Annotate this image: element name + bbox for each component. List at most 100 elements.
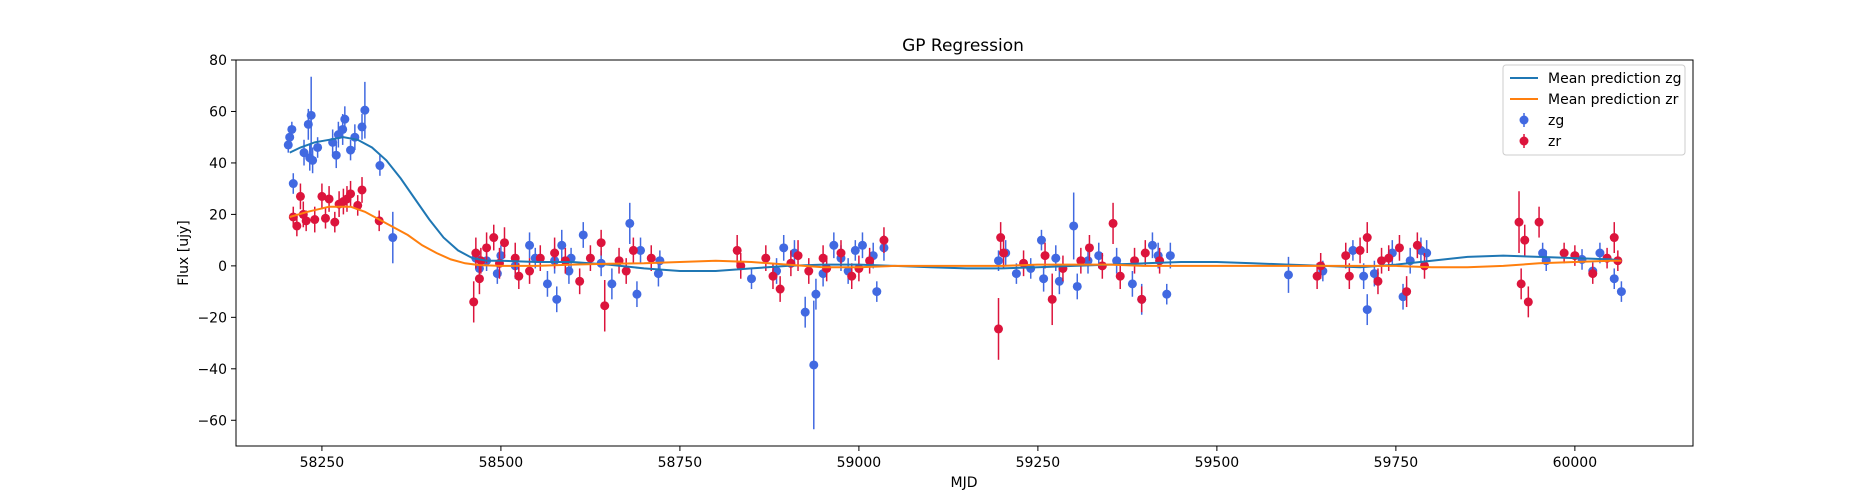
zg-point (375, 161, 385, 171)
zg-point (829, 240, 839, 250)
zg-point (496, 251, 506, 261)
zr-point (1534, 217, 1544, 227)
zr-point (489, 233, 499, 243)
zr-point (469, 297, 479, 307)
zg-point (857, 240, 867, 250)
zr-point (999, 248, 1009, 258)
zg-point (306, 110, 316, 120)
zr-point (1523, 297, 1533, 307)
zr-point (768, 271, 778, 281)
zg-point (1072, 281, 1082, 291)
x-axis-label: MJD (951, 475, 978, 491)
legend-frame (1502, 64, 1686, 156)
zr-point (836, 248, 846, 258)
zg-point (360, 105, 370, 115)
zr-point (535, 253, 545, 263)
zg-point (850, 245, 860, 255)
zr-point (1420, 261, 1430, 271)
zr-point (1137, 294, 1147, 304)
zr-point (596, 238, 606, 248)
zr-point (879, 235, 889, 245)
y-tick-label: 0 (218, 259, 227, 275)
plot-area (283, 76, 1626, 430)
zr-point (320, 213, 330, 223)
zg-point (800, 307, 810, 317)
zr-point (1040, 251, 1050, 261)
legend-label: zr (1548, 134, 1561, 150)
zr-point (1140, 248, 1150, 258)
zr-point (775, 284, 785, 294)
zg-point (287, 124, 297, 134)
zg-point (1538, 248, 1548, 258)
zr-point (346, 189, 356, 199)
legend: Mean prediction zg Mean prediction zr zg zr (1502, 64, 1686, 156)
zr-point (575, 276, 585, 286)
zr-point (525, 266, 535, 276)
zg-point (809, 360, 819, 370)
zr-point (471, 248, 481, 258)
zr-point (295, 191, 305, 201)
zg-point (308, 155, 318, 165)
zg-point (1127, 279, 1137, 289)
zg-point (1083, 256, 1093, 266)
x-axis: 58250 58500 58750 59000 59250 59500 59750 60000 (300, 446, 1597, 471)
zr-point (1377, 256, 1387, 266)
zr-point (550, 248, 560, 258)
legend-marker-swatch (1519, 115, 1529, 125)
zr-point (1076, 256, 1086, 266)
zr-point (1520, 235, 1530, 245)
zg-point (331, 150, 341, 160)
y-tick-label: 80 (209, 53, 227, 69)
zr-point (1047, 294, 1057, 304)
zg-point (492, 269, 502, 279)
zg-point (1422, 248, 1432, 258)
zr-point (474, 274, 484, 284)
zr-point (1115, 271, 1125, 281)
zr-point (761, 253, 771, 263)
legend-item-zg: zg (1519, 113, 1564, 129)
zr-point (1394, 243, 1404, 253)
legend-item-mean-prediction-zr: Mean prediction zr (1510, 92, 1679, 108)
zg-point (1011, 269, 1021, 279)
zr-point (1362, 233, 1372, 243)
zg-point (1362, 305, 1372, 315)
zg-point (1609, 274, 1619, 284)
x-tick-label: 59250 (1016, 455, 1061, 471)
zr-point (357, 185, 367, 195)
zg-point (1069, 221, 1079, 231)
x-tick-label: 59500 (1195, 455, 1240, 471)
zg-point (288, 179, 298, 189)
zr-point (732, 245, 742, 255)
mean-line-zr (289, 205, 1622, 269)
zr-point (1588, 269, 1598, 279)
zr-point (1402, 287, 1412, 297)
zg-point (1039, 274, 1049, 284)
y-axis-label: Flux [ujy] (176, 220, 192, 286)
zr-point (1559, 248, 1569, 258)
zg-point (746, 274, 756, 284)
zg-point (1595, 248, 1605, 258)
zr-point (1373, 276, 1383, 286)
zr-point (1019, 258, 1029, 268)
x-tick-label: 60000 (1553, 455, 1598, 471)
x-tick-label: 58250 (300, 455, 345, 471)
zr-point (585, 253, 595, 263)
zg-point (636, 245, 646, 255)
zr-point (628, 245, 638, 255)
x-tick-label: 58500 (479, 455, 524, 471)
zg-point (1616, 287, 1626, 297)
zr-point (822, 263, 832, 273)
zg-point (578, 230, 588, 240)
zr-point (324, 194, 334, 204)
y-tick-label: 40 (209, 156, 227, 172)
zr-point (482, 243, 492, 253)
zr-point (1412, 240, 1422, 250)
zg-point (388, 233, 398, 243)
x-tick-label: 58750 (658, 455, 703, 471)
zr-point (1514, 217, 1524, 227)
zg-point (625, 218, 635, 228)
legend-item-zr: zr (1519, 134, 1561, 150)
zg-point (542, 279, 552, 289)
zg-point (1162, 289, 1172, 299)
